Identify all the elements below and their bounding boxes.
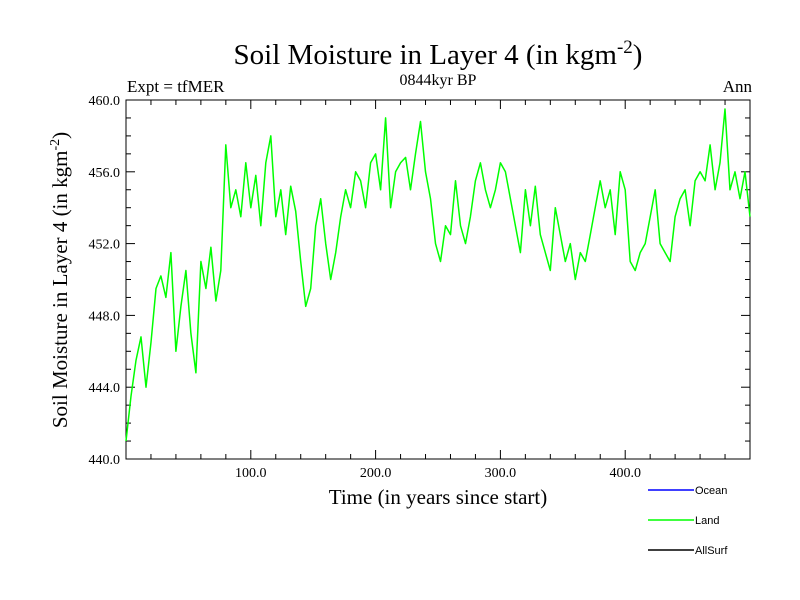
y-tick-label: 452.0	[89, 238, 121, 253]
chart-title-superscript: -2	[617, 37, 633, 58]
legend: Ocean Land AllSurf	[648, 485, 728, 557]
subtitle-left: Expt = tfMER	[127, 77, 225, 96]
series-layer	[125, 108, 751, 442]
x-tick-label: 200.0	[360, 466, 392, 481]
x-axis-label: Time (in years since start)	[329, 485, 548, 509]
chart-title-text: Soil Moisture in Layer 4 (in kgm	[234, 39, 618, 71]
x-tick-label: 300.0	[485, 466, 517, 481]
legend-label-allsurf: AllSurf	[695, 545, 728, 557]
legend-label-ocean: Ocean	[695, 485, 727, 497]
y-axis-label: Soil Moisture in Layer 4 (in kgm-2)	[48, 132, 72, 428]
y-tick-label: 448.0	[89, 309, 121, 324]
y-tick-label: 460.0	[89, 94, 121, 109]
x-tick-label: 400.0	[609, 466, 641, 481]
series-line-land	[125, 108, 751, 442]
x-tick-label: 100.0	[235, 466, 267, 481]
y-axis-label-superscript: -2	[48, 139, 63, 151]
y-axis-label-close: )	[48, 132, 72, 139]
legend-label-land: Land	[695, 515, 719, 527]
subtitle-center: 0844kyr BP	[400, 72, 477, 89]
y-axis: 440.0 444.0 448.0 452.0 456.0 460.0	[89, 94, 750, 468]
y-tick-label: 444.0	[89, 381, 121, 396]
y-axis-label-text: Soil Moisture in Layer 4 (in kgm	[48, 151, 72, 429]
x-axis: 100.0 200.0 300.0 400.0	[150, 100, 726, 481]
chart-title-close: )	[633, 39, 643, 71]
y-tick-label: 456.0	[89, 166, 121, 181]
y-tick-label: 440.0	[89, 453, 121, 468]
subtitle-right: Ann	[723, 77, 753, 96]
chart-title: Soil Moisture in Layer 4 (in kgm-2)	[234, 37, 643, 71]
